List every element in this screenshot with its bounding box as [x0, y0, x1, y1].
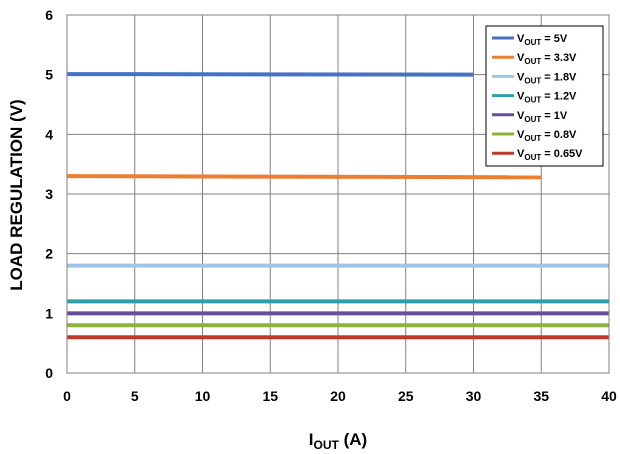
x-tick-label-8: 40 [601, 388, 617, 404]
legend-label-4: VOUT = 1V [517, 110, 568, 124]
x-axis-title: IOUT (A) [309, 430, 367, 452]
series-line-0 [66, 72, 474, 77]
y-axis-title: LOAD REGULATION (V) [7, 99, 26, 290]
legend-label-main-1: V [517, 52, 525, 64]
legend-label-sub-4: OUT [524, 115, 541, 124]
legend-label-main-3: V [517, 91, 525, 103]
legend-label-main-2: V [517, 71, 525, 83]
y-tick-labels: 0 1 2 3 4 5 6 [45, 7, 53, 381]
x-tick-label-1: 5 [131, 388, 139, 404]
legend-label-sub-3: OUT [524, 96, 541, 105]
legend-label-sub-2: OUT [524, 76, 541, 85]
legend-label-main-5: V [517, 129, 525, 141]
y-tick-label-0: 0 [45, 365, 53, 381]
legend-label-suffix-2: = 1.8V [541, 71, 577, 83]
x-tick-label-0: 0 [63, 388, 71, 404]
legend-label-sub-5: OUT [524, 134, 541, 143]
legend-label-main-0: V [517, 33, 525, 45]
legend-label-0: VOUT = 5V [517, 33, 568, 47]
x-tick-label-6: 30 [466, 388, 482, 404]
legend-label-suffix-1: = 3.3V [541, 52, 577, 64]
x-tick-label-3: 15 [262, 388, 278, 404]
legend-label-main-4: V [517, 110, 525, 122]
x-tick-label-5: 25 [398, 388, 414, 404]
legend-label-sub-0: OUT [524, 38, 541, 47]
legend-label-5: VOUT = 0.8V [517, 129, 577, 143]
legend-label-suffix-0: = 5V [541, 33, 568, 45]
x-axis-title-sub: OUT [314, 438, 340, 452]
legend-label-1: VOUT = 3.3V [517, 52, 577, 66]
legend-label-sub-1: OUT [524, 57, 541, 66]
plot-frame [66, 14, 610, 374]
legend-label-suffix-6: = 0.65V [541, 148, 583, 160]
y-tick-label-1: 1 [45, 305, 53, 321]
legend-label-sub-6: OUT [524, 153, 541, 162]
y-tick-label-2: 2 [45, 246, 53, 262]
y-tick-label-4: 4 [45, 126, 53, 142]
legend-label-suffix-5: = 0.8V [541, 129, 577, 141]
legend-label-6: VOUT = 0.65V [517, 148, 583, 162]
x-tick-label-7: 35 [533, 388, 549, 404]
x-axis-title-suffix: (A) [339, 430, 367, 449]
legend-label-2: VOUT = 1.8V [517, 71, 577, 85]
y-tick-label-5: 5 [45, 67, 53, 83]
x-tick-label-2: 10 [195, 388, 211, 404]
y-tick-label-6: 6 [45, 7, 53, 23]
x-axis-title-main: I [309, 430, 314, 449]
series-lines [66, 72, 609, 340]
series-line-1 [66, 174, 542, 180]
x-tick-label-4: 20 [330, 388, 346, 404]
legend-label-suffix-3: = 1.2V [541, 91, 577, 103]
y-tick-label-3: 3 [45, 186, 53, 202]
x-tick-labels: 0 5 10 15 20 25 30 35 40 [63, 388, 617, 404]
legend-label-suffix-4: = 1V [541, 110, 568, 122]
legend-label-main-6: V [517, 148, 525, 160]
legend-label-3: VOUT = 1.2V [517, 91, 577, 105]
